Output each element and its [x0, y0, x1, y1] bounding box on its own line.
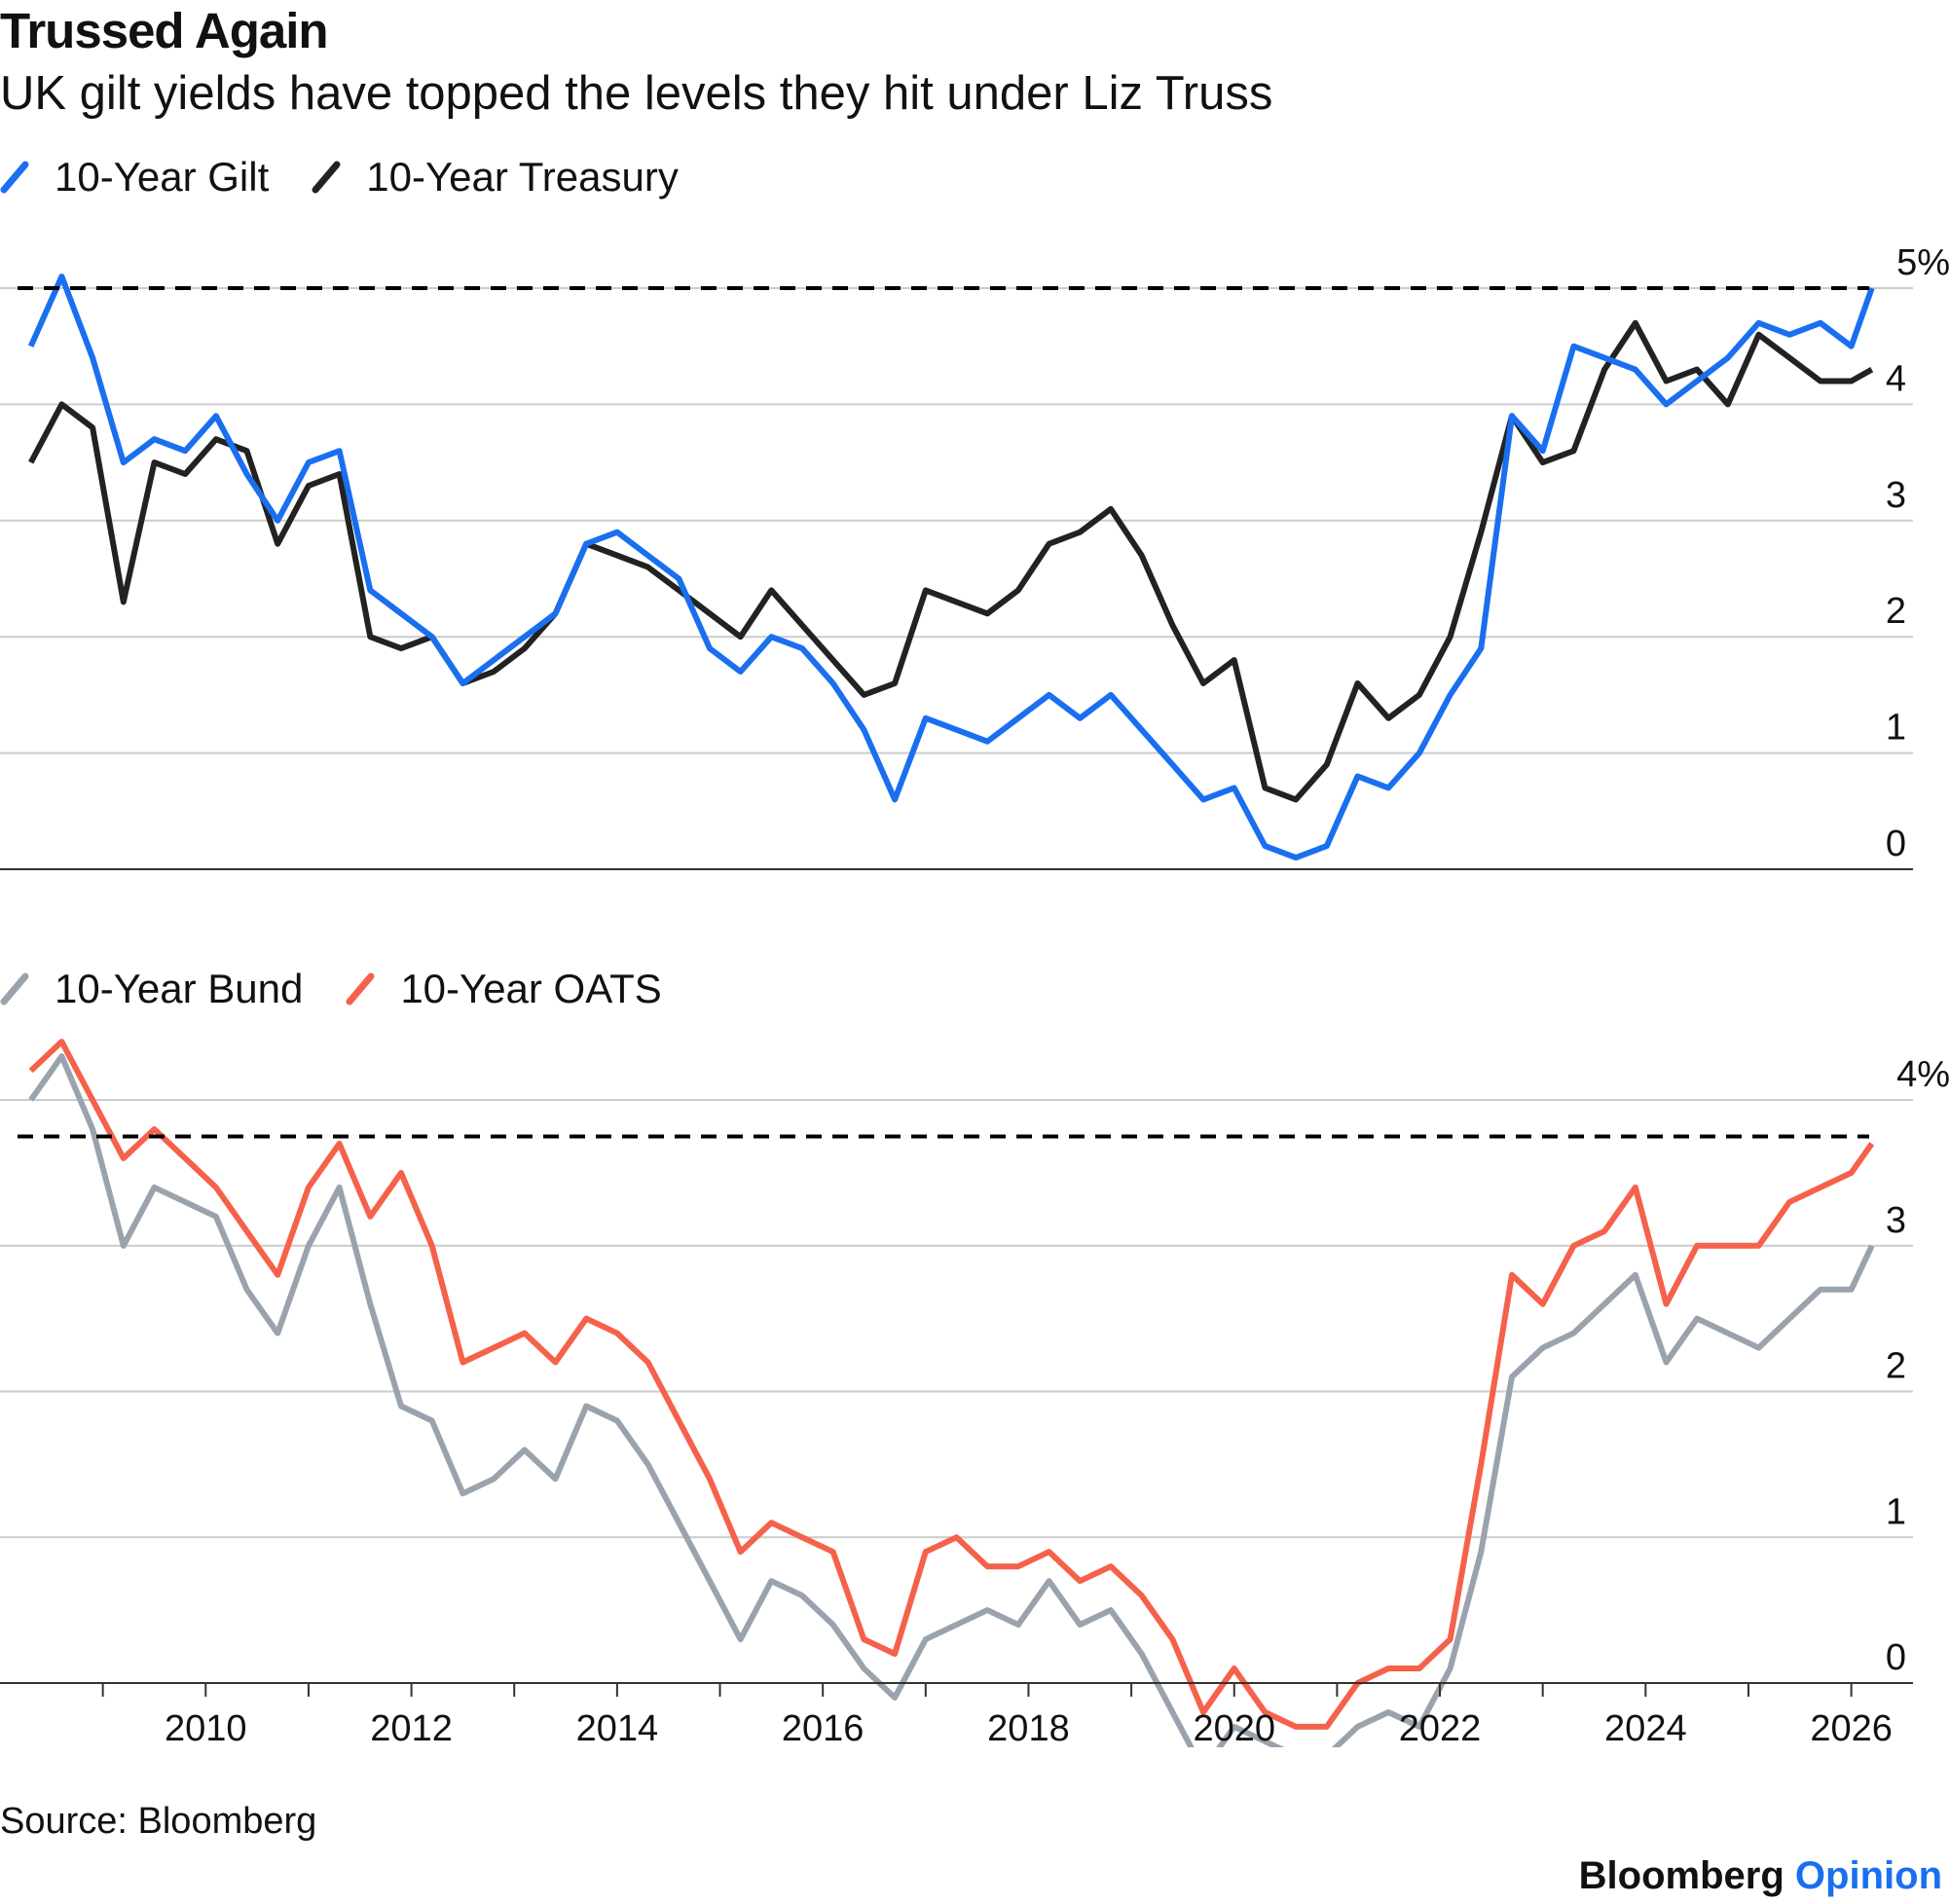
legend-label-bund: 10-Year Bund: [55, 966, 304, 1011]
ytick-label-top-5: 5%: [1896, 242, 1950, 283]
ytick-label-top-3: 3: [1886, 475, 1906, 516]
series-line-10-year-oats: [28, 1039, 1875, 1730]
xtick-label-2012: 2012: [370, 1708, 453, 1749]
series-line-10-year-treasury: [28, 319, 1874, 803]
chart-subtitle: UK gilt yields have topped the levels th…: [0, 67, 1273, 120]
chart-canvas: 0 1 2 3 4 5% 0 1 2 3 4% 2010 2012 2014 2016 2018 2020 202…: [0, 242, 1950, 1749]
legend-item-oats: 10-Year OATS: [346, 966, 662, 1012]
xtick-label-2010: 2010: [165, 1708, 247, 1749]
xtick-label-2022: 2022: [1399, 1708, 1482, 1749]
xtick-label-2020: 2020: [1193, 1708, 1275, 1749]
xtick-label-2018: 2018: [987, 1708, 1070, 1749]
legend-swatch-gilt-line: [0, 161, 29, 194]
xtick-label-2026: 2026: [1810, 1708, 1893, 1749]
ytick-label-bottom-1: 1: [1886, 1491, 1906, 1532]
brand-name: Bloomberg: [1578, 1854, 1784, 1897]
xtick-label-2024: 2024: [1604, 1708, 1687, 1749]
brand-suffix: Opinion: [1794, 1854, 1942, 1897]
legend-swatch-treasury: [312, 161, 341, 194]
legend-item-bund: 10-Year Bund: [0, 966, 303, 1012]
legend-label-treasury: 10-Year Treasury: [366, 154, 679, 200]
brand-logo: Bloomberg Opinion: [1579, 1854, 1942, 1898]
legend-swatch-gilt: [0, 161, 29, 194]
xtick-label-2014: 2014: [576, 1708, 659, 1749]
legend-label-gilt: 10-Year Gilt: [55, 154, 270, 200]
legend-label-oats: 10-Year OATS: [400, 966, 662, 1011]
legend-bottom: 10-Year Bund 10-Year OATS: [0, 966, 705, 1012]
ytick-label-top-4: 4: [1886, 358, 1906, 399]
legend-swatch-oats: [346, 972, 375, 1006]
legend-swatch-treasury-line: [312, 161, 341, 194]
ytick-label-bottom-0: 0: [1886, 1637, 1906, 1678]
ytick-label-top-0: 0: [1886, 824, 1906, 864]
legend-swatch-oats-line: [346, 972, 375, 1006]
ytick-label-bottom-4: 4%: [1896, 1054, 1950, 1095]
source-note: Source: Bloomberg: [0, 1801, 317, 1842]
series-line-10-year-bund: [28, 1053, 1875, 1747]
ytick-label-top-1: 1: [1886, 708, 1906, 749]
series-line-10-year-gilt: [27, 274, 1875, 861]
chart-title: Trussed Again: [0, 3, 329, 58]
legend-top: 10-Year Gilt 10-Year Treasury: [0, 154, 721, 201]
ytick-label-top-2: 2: [1886, 591, 1906, 632]
legend-swatch-bund-line: [0, 972, 29, 1006]
xtick-label-2016: 2016: [782, 1708, 865, 1749]
legend-item-treasury: 10-Year Treasury: [312, 154, 679, 201]
ytick-label-bottom-2: 2: [1886, 1346, 1906, 1387]
legend-item-gilt: 10-Year Gilt: [0, 154, 269, 201]
legend-swatch-bund: [0, 972, 29, 1006]
ytick-label-bottom-3: 3: [1886, 1200, 1906, 1241]
